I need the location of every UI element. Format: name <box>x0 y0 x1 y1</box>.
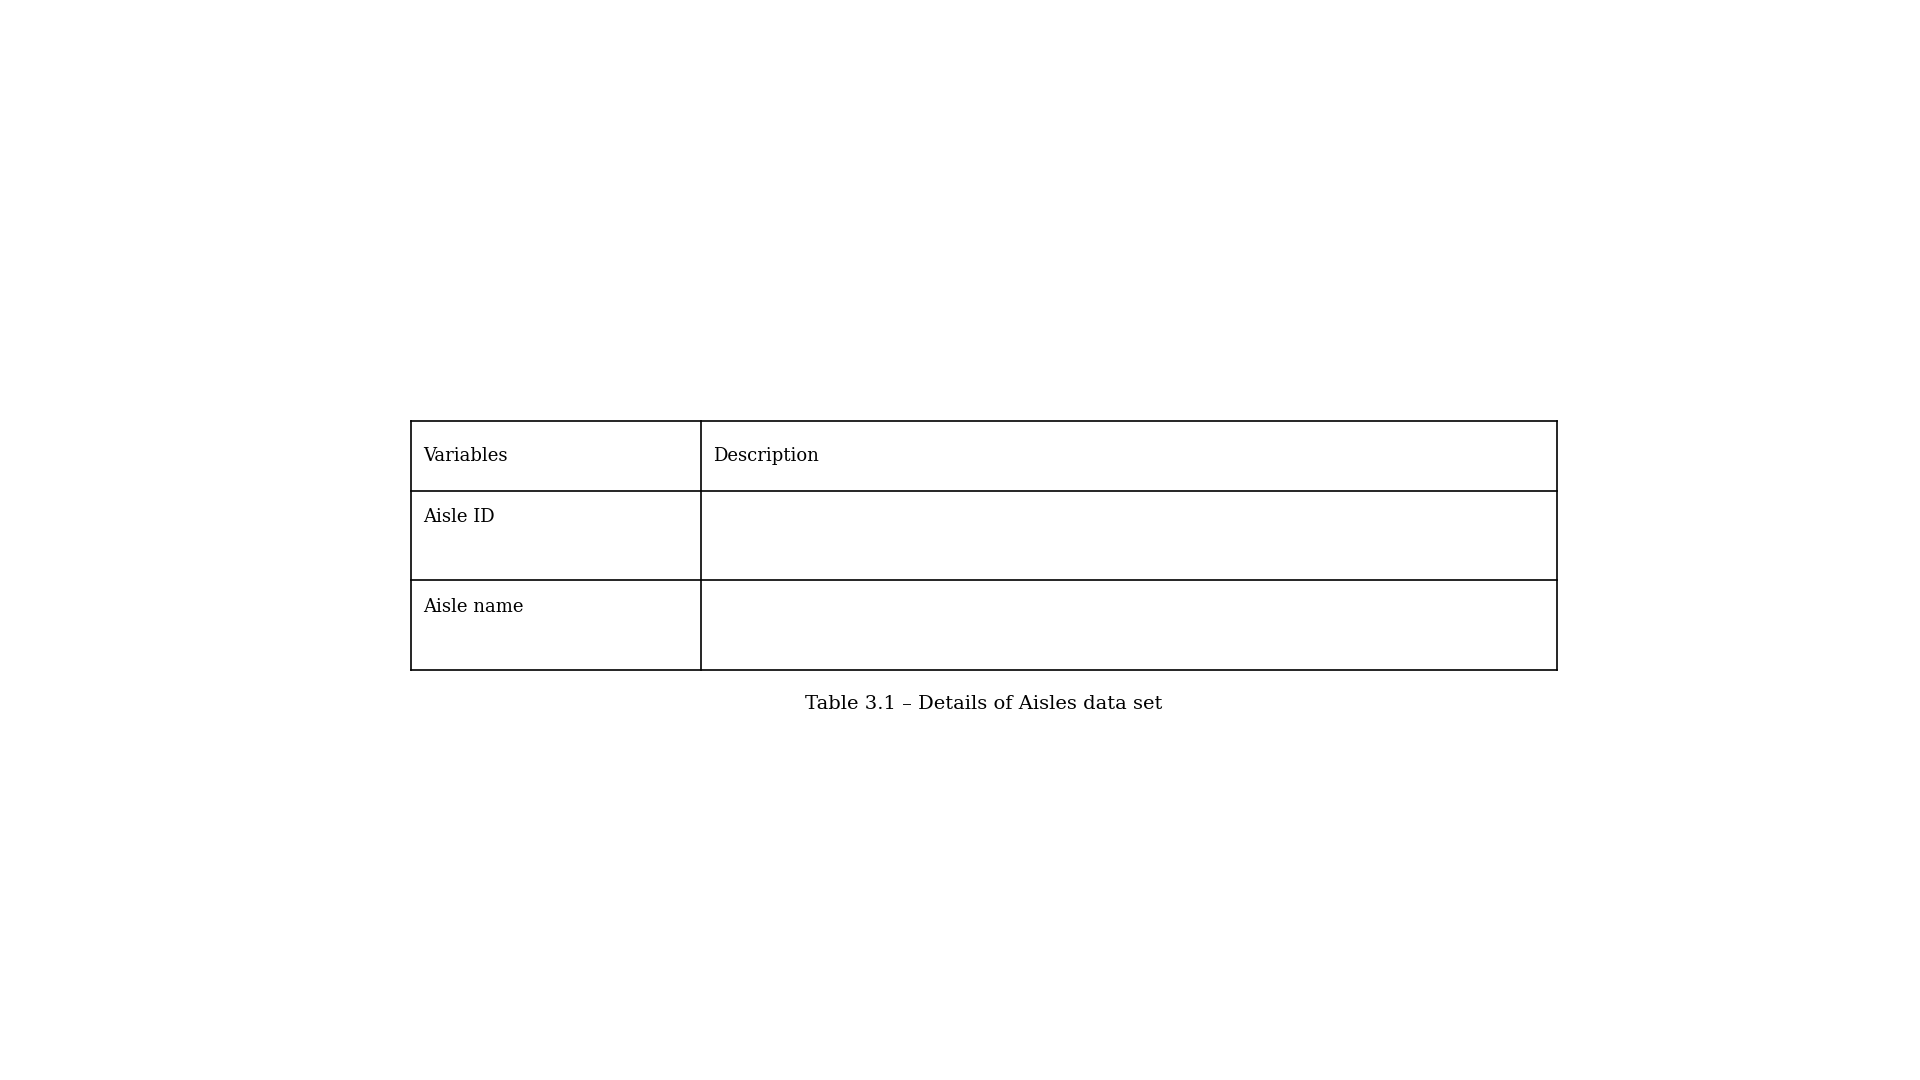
Text: Aisle ID: Aisle ID <box>422 509 495 526</box>
Text: Aisle name: Aisle name <box>422 598 524 617</box>
Text: Table 3.1 – Details of Aisles data set: Table 3.1 – Details of Aisles data set <box>804 696 1164 713</box>
Text: Description: Description <box>712 447 820 464</box>
Text: Variables: Variables <box>422 447 507 464</box>
